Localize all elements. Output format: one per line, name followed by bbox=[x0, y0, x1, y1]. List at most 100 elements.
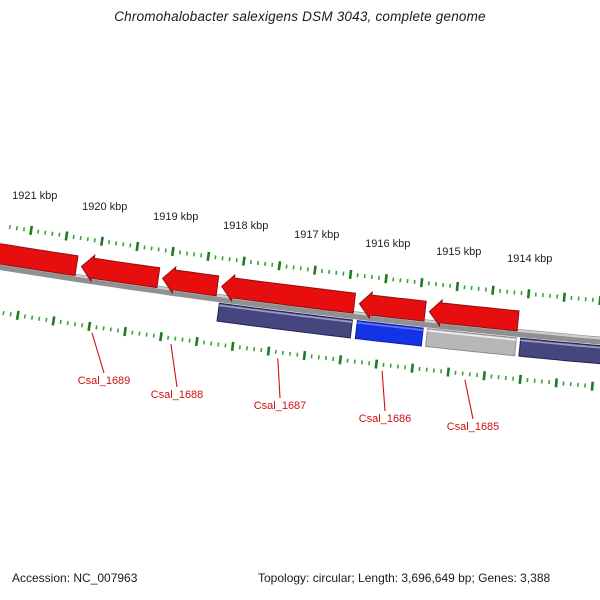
minor-tick bbox=[81, 323, 84, 328]
minor-tick bbox=[157, 247, 160, 252]
genome-stats-text: Topology: circular; Length: 3,696,649 bp… bbox=[258, 571, 551, 585]
minor-tick bbox=[73, 322, 77, 327]
minor-tick bbox=[86, 237, 89, 242]
ruler-label: 1917 kbp bbox=[294, 229, 340, 241]
minor-tick bbox=[285, 264, 288, 269]
major-tick bbox=[266, 346, 271, 356]
minor-tick bbox=[8, 224, 11, 230]
minor-tick bbox=[186, 251, 189, 256]
minor-tick bbox=[95, 325, 98, 330]
gene-label: Csal_1688 bbox=[150, 389, 204, 401]
major-tick bbox=[348, 269, 353, 280]
minor-tick bbox=[271, 262, 274, 267]
minor-tick bbox=[102, 326, 105, 331]
minor-tick bbox=[93, 238, 96, 243]
minor-tick bbox=[193, 252, 196, 257]
page-title: Chromohalobacter salexigens DSM 3043, co… bbox=[114, 9, 486, 24]
major-tick bbox=[384, 274, 388, 284]
minor-tick bbox=[143, 245, 146, 250]
major-tick bbox=[518, 374, 522, 385]
minor-tick bbox=[363, 274, 366, 279]
minor-tick bbox=[281, 350, 284, 355]
minor-tick bbox=[292, 265, 295, 270]
label-leader-line bbox=[464, 379, 474, 420]
minor-tick bbox=[245, 346, 249, 351]
major-tick bbox=[100, 236, 104, 246]
feature-block bbox=[518, 337, 600, 365]
gene-label: Csal_1689 bbox=[77, 375, 131, 387]
minor-tick bbox=[122, 242, 125, 247]
minor-tick bbox=[109, 327, 112, 332]
ruler-ticks-inner bbox=[2, 310, 594, 391]
minor-tick bbox=[107, 240, 111, 245]
minor-tick bbox=[138, 331, 141, 336]
minor-tick bbox=[253, 347, 256, 352]
minor-tick bbox=[289, 351, 292, 356]
minor-tick bbox=[178, 250, 181, 255]
minor-tick bbox=[454, 370, 457, 375]
gene-arrow bbox=[358, 290, 427, 322]
major-tick bbox=[482, 371, 486, 381]
major-tick bbox=[338, 355, 343, 365]
minor-tick bbox=[116, 328, 119, 333]
minor-tick bbox=[129, 243, 132, 248]
minor-tick bbox=[440, 369, 443, 374]
minor-tick bbox=[296, 352, 299, 357]
minor-tick bbox=[15, 226, 18, 231]
ruler-ticks-outer bbox=[8, 224, 600, 306]
minor-tick bbox=[202, 340, 205, 345]
minor-tick bbox=[131, 330, 134, 335]
minor-tick bbox=[115, 241, 118, 246]
minor-tick bbox=[44, 230, 47, 235]
minor-tick bbox=[328, 269, 331, 274]
minor-tick bbox=[235, 258, 238, 263]
major-tick bbox=[87, 321, 92, 332]
minor-tick bbox=[217, 342, 220, 347]
minor-tick bbox=[399, 278, 402, 283]
major-tick bbox=[590, 381, 594, 391]
minor-tick bbox=[51, 231, 54, 236]
feature-block bbox=[354, 320, 424, 347]
ruler-label: 1919 kbp bbox=[153, 211, 199, 223]
gene-arrow bbox=[221, 273, 357, 314]
feature-block-highlight bbox=[520, 339, 600, 349]
gene-label: Csal_1687 bbox=[253, 400, 307, 412]
minor-tick bbox=[260, 348, 263, 353]
minor-tick bbox=[152, 333, 155, 338]
feature-block-highlight bbox=[427, 329, 517, 341]
minor-tick bbox=[432, 368, 435, 373]
ruler-label: 1921 kbp bbox=[12, 190, 58, 202]
minor-tick bbox=[249, 259, 252, 265]
minor-tick bbox=[2, 311, 5, 316]
minor-tick bbox=[264, 261, 267, 266]
major-tick bbox=[135, 241, 140, 252]
feature-block-highlight bbox=[219, 304, 353, 323]
minor-tick bbox=[58, 232, 61, 237]
minor-tick bbox=[368, 361, 371, 366]
minor-tick bbox=[356, 273, 359, 278]
minor-tick bbox=[59, 319, 62, 325]
genome-backbone bbox=[0, 261, 600, 345]
major-tick bbox=[374, 359, 379, 369]
major-tick bbox=[206, 251, 211, 261]
minor-tick bbox=[310, 354, 313, 359]
major-tick bbox=[491, 285, 495, 295]
minor-tick bbox=[214, 255, 217, 260]
minor-tick bbox=[306, 267, 309, 272]
minor-tick bbox=[332, 356, 335, 362]
major-tick bbox=[170, 246, 175, 257]
gene-label: Csal_1686 bbox=[358, 413, 412, 425]
ruler-label: 1920 kbp bbox=[82, 201, 128, 213]
major-tick bbox=[410, 363, 415, 373]
major-tick bbox=[302, 350, 307, 361]
major-tick bbox=[554, 378, 558, 388]
minor-tick bbox=[221, 256, 224, 261]
gene-arrow bbox=[0, 243, 79, 277]
minor-tick bbox=[427, 281, 430, 286]
ruler-label: 1918 kbp bbox=[223, 220, 269, 232]
label-leader-line bbox=[91, 332, 105, 374]
minor-tick bbox=[30, 315, 34, 320]
minor-tick bbox=[181, 337, 184, 342]
minor-tick bbox=[257, 260, 260, 266]
minor-tick bbox=[299, 266, 302, 271]
